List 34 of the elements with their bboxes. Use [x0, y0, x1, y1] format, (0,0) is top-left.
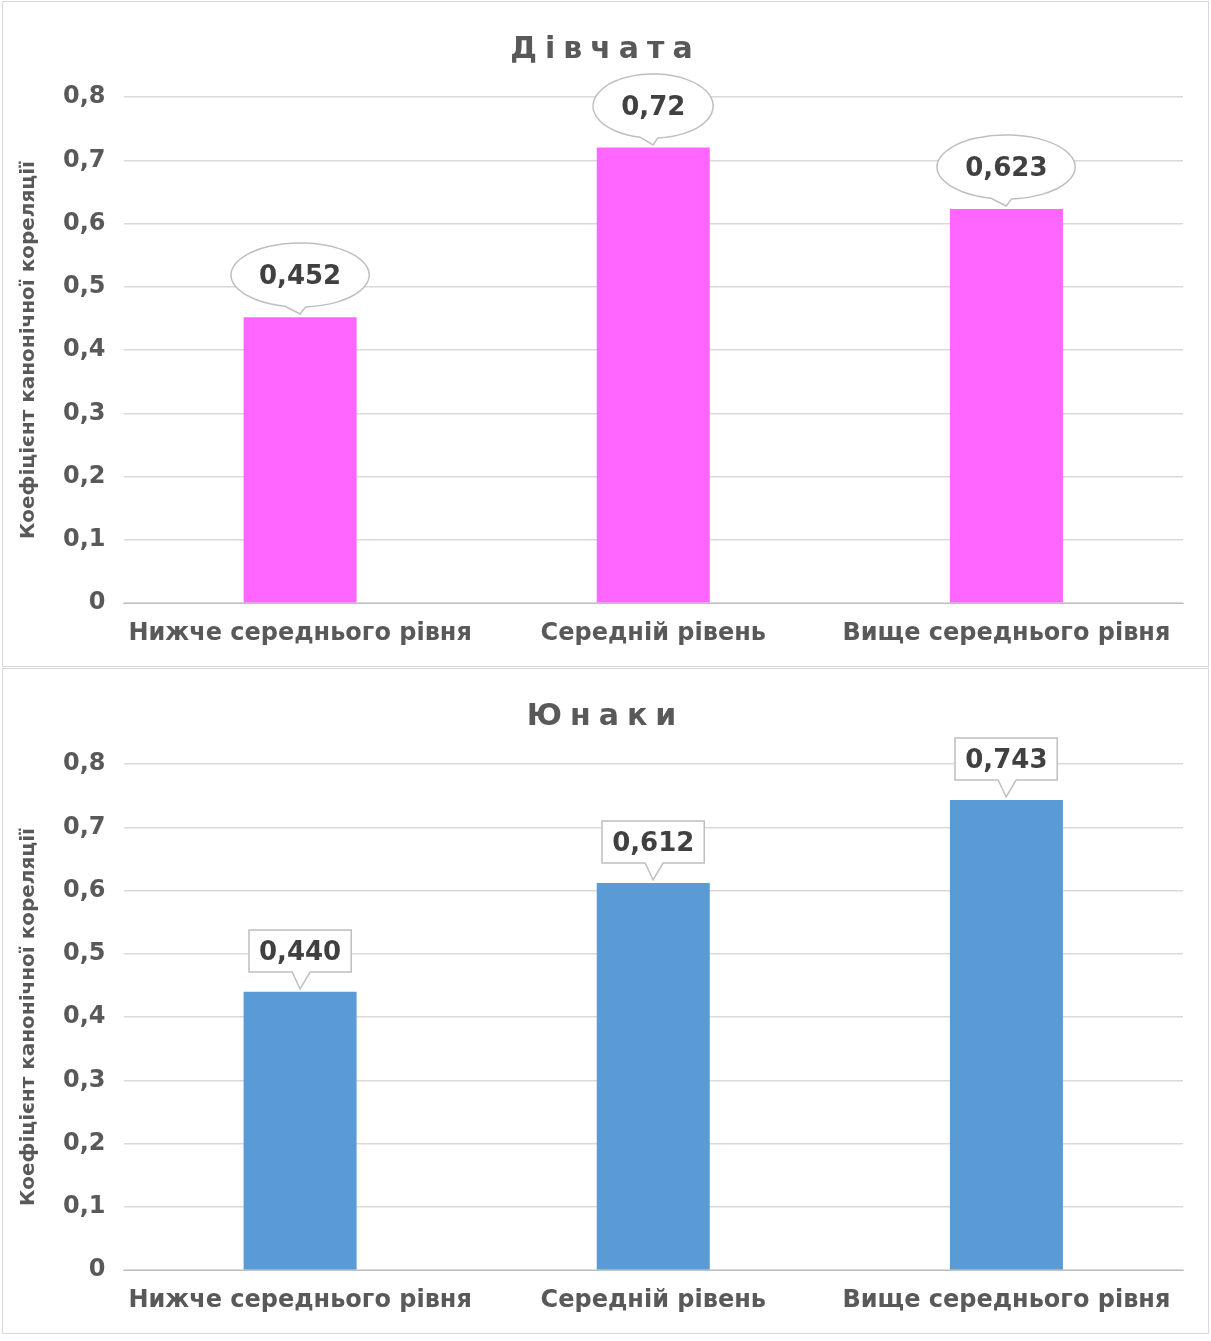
y-tick-label: 0,7 — [63, 811, 106, 840]
y-tick-label: 0,4 — [63, 1001, 106, 1030]
data-label: 0,440 — [258, 935, 342, 966]
y-tick-label: 0,8 — [63, 81, 106, 110]
chart-title: Дівчата — [509, 30, 702, 65]
y-tick-label: 0,5 — [63, 271, 106, 300]
y-tick-label: 0,6 — [63, 874, 106, 903]
y-tick-label: 0 — [88, 587, 106, 616]
x-tick-label: Середній рівень — [540, 1284, 766, 1313]
x-tick-label: Нижче середнього рівня — [128, 1284, 472, 1313]
y-tick-label: 0,3 — [63, 397, 106, 426]
y-tick-label: 0,2 — [63, 460, 106, 489]
x-tick-label: Середній рівень — [540, 617, 766, 646]
y-axis-title: Коефіцієнт канонічної кореляції — [15, 828, 40, 1207]
chart-title: Юнаки — [525, 697, 686, 732]
data-label: 0,612 — [612, 826, 695, 857]
y-tick-label: 0 — [88, 1254, 106, 1283]
data-label: 0,623 — [965, 151, 1048, 182]
y-tick-label: 0,5 — [63, 938, 106, 967]
x-tick-label: Нижче середнього рівня — [128, 617, 472, 646]
data-label: 0,72 — [621, 90, 686, 121]
x-tick-label: Вище середнього рівня — [842, 1284, 1171, 1313]
y-tick-label: 0,1 — [63, 1191, 106, 1220]
y-tick-label: 0,8 — [63, 748, 106, 777]
y-tick-label: 0,6 — [63, 207, 106, 236]
y-tick-label: 0,1 — [63, 524, 106, 553]
y-tick-label: 0,3 — [63, 1064, 106, 1093]
data-label: 0,452 — [258, 260, 342, 291]
x-tick-label: Вище середнього рівня — [842, 617, 1171, 646]
y-axis-title: Коефіцієнт канонічної кореляції — [15, 161, 40, 540]
y-tick-label: 0,2 — [63, 1127, 106, 1156]
y-tick-label: 0,4 — [63, 334, 106, 363]
data-label: 0,743 — [965, 744, 1048, 775]
y-tick-label: 0,7 — [63, 144, 106, 173]
